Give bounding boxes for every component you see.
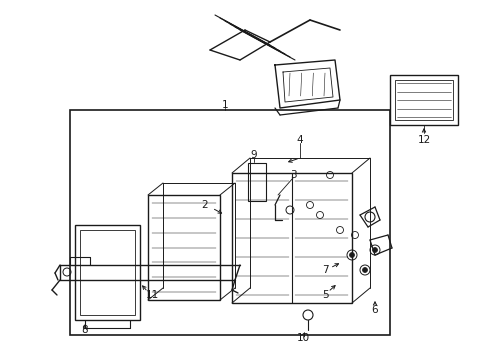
- Text: 6: 6: [372, 305, 378, 315]
- Circle shape: [372, 248, 377, 252]
- Circle shape: [363, 267, 368, 273]
- Text: 10: 10: [296, 333, 310, 343]
- Text: 12: 12: [417, 135, 431, 145]
- Bar: [148, 195, 220, 300]
- Text: 5: 5: [322, 290, 328, 300]
- Text: 7: 7: [322, 265, 328, 275]
- Polygon shape: [275, 60, 340, 108]
- Text: 4: 4: [296, 135, 303, 145]
- Bar: [395, 80, 453, 120]
- Bar: [390, 75, 458, 125]
- Text: 11: 11: [146, 290, 159, 300]
- Text: 2: 2: [202, 200, 208, 210]
- Text: 8: 8: [82, 325, 88, 335]
- Text: 3: 3: [290, 170, 296, 180]
- Bar: [80, 230, 135, 315]
- Circle shape: [349, 252, 354, 257]
- Bar: [248, 163, 266, 201]
- Bar: [70, 110, 390, 335]
- Text: 1: 1: [221, 100, 228, 110]
- Bar: [75, 225, 140, 320]
- Text: 9: 9: [251, 150, 257, 160]
- Bar: [232, 173, 352, 303]
